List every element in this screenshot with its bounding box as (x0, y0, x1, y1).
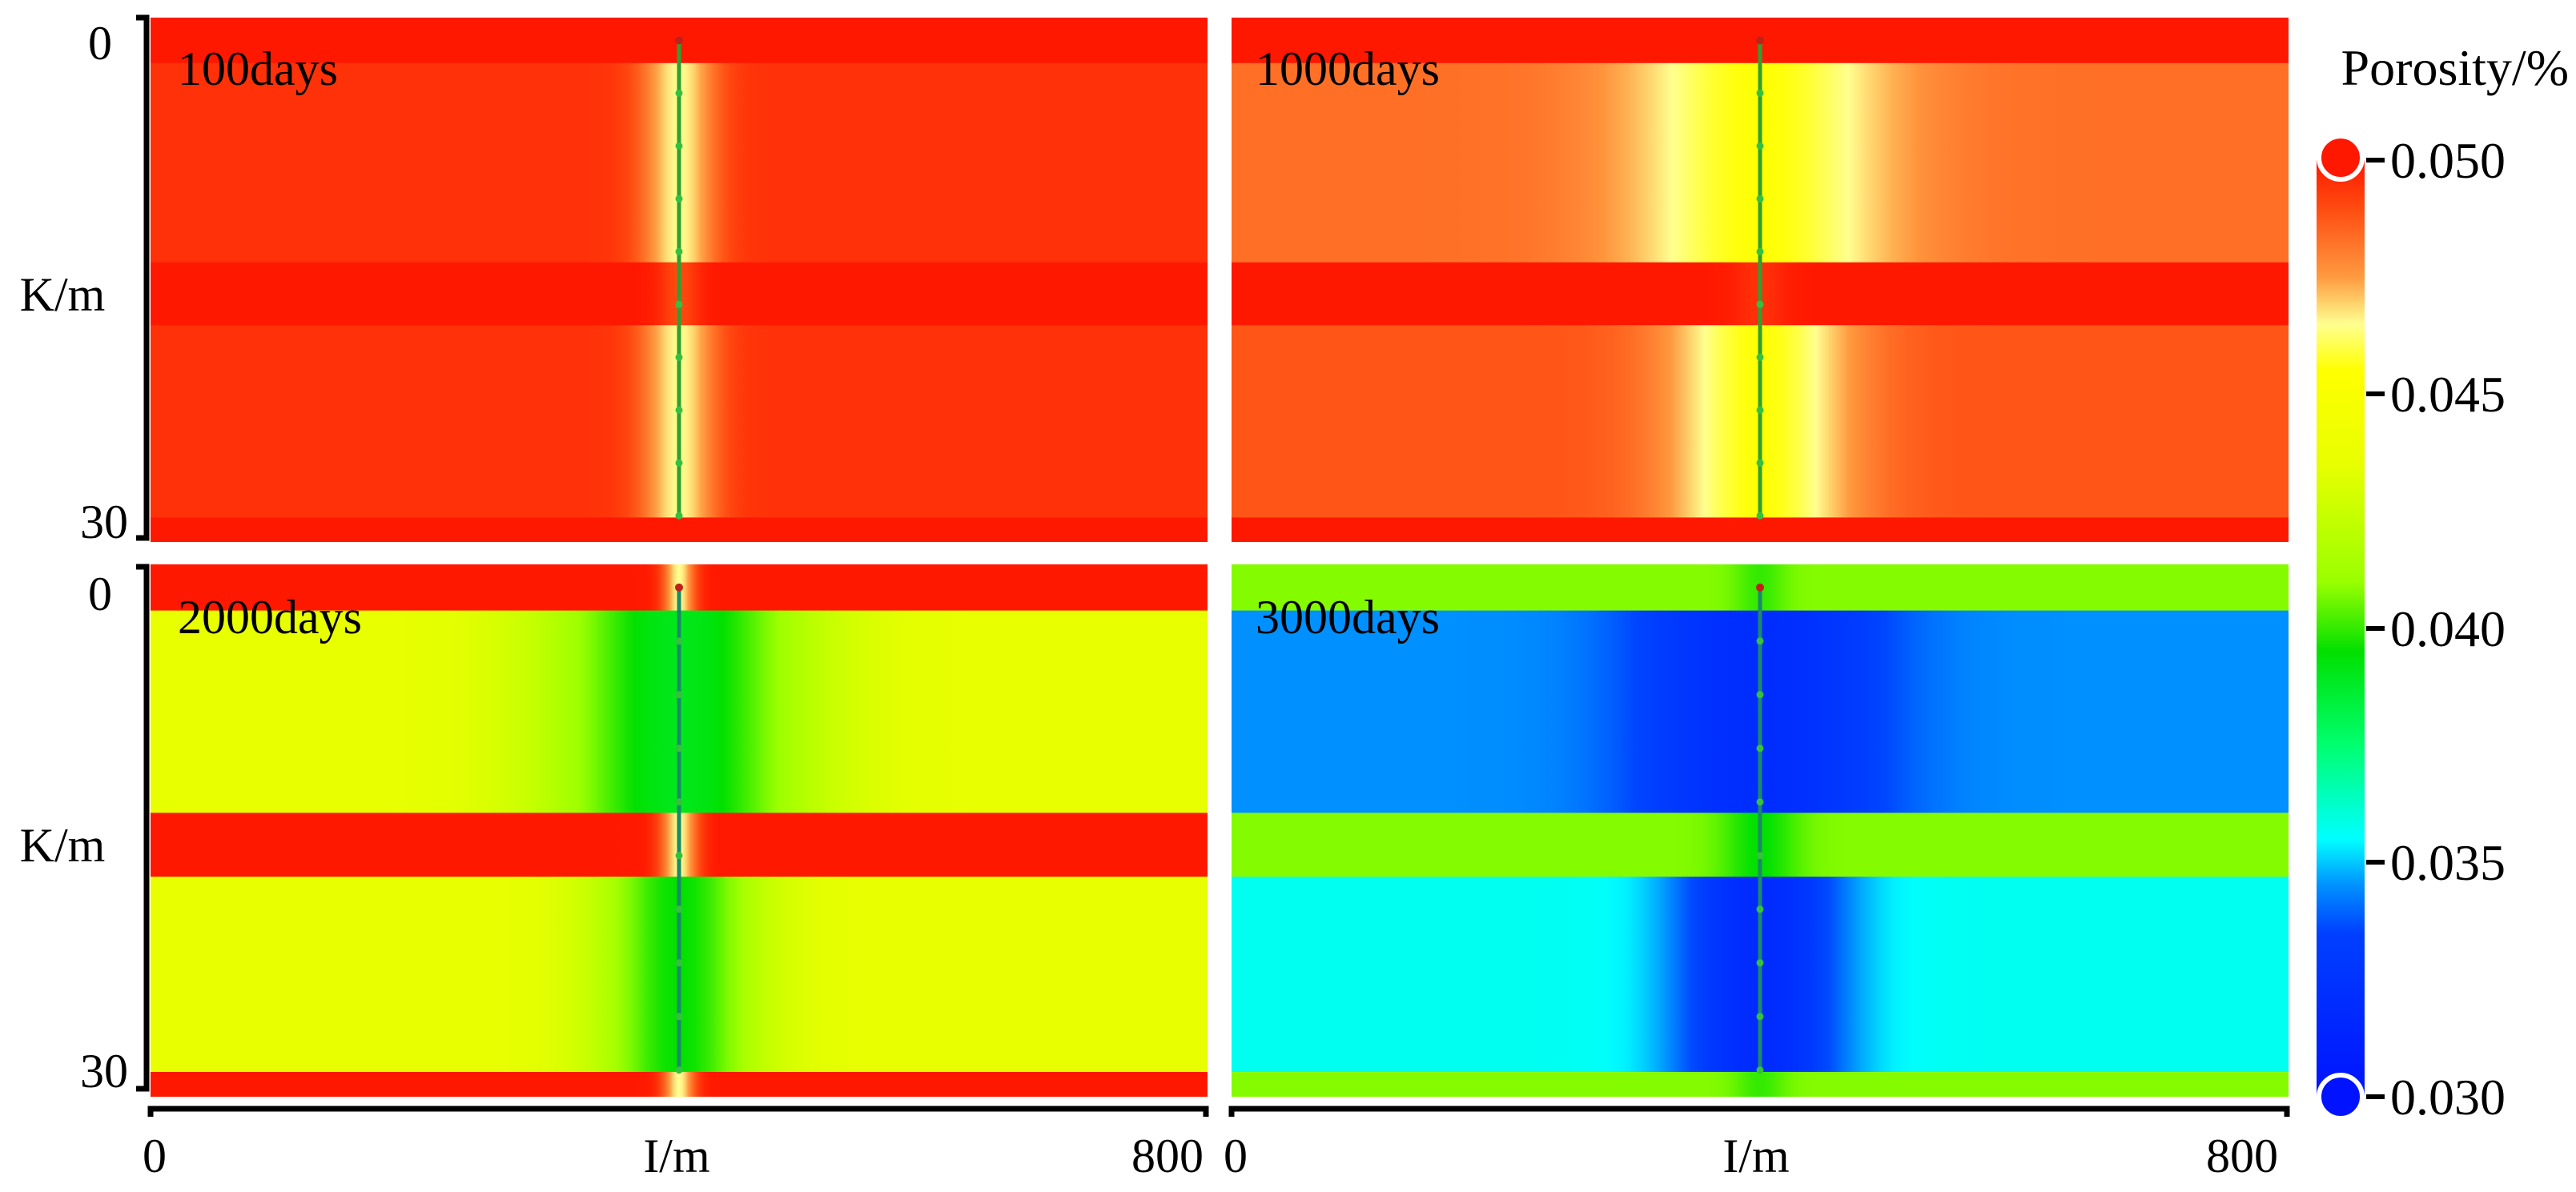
k-axis-label: K/m (20, 819, 106, 872)
heatmap-layer (1232, 1071, 2289, 1097)
well-perforation-marker (675, 905, 683, 913)
well-perforation-marker (1756, 300, 1764, 308)
well-perforation-marker (1756, 142, 1764, 150)
well-perforation-marker (1756, 744, 1764, 753)
well-perforation-marker (1756, 195, 1764, 203)
colorbar-tick-label: 0.030 (2390, 1069, 2506, 1126)
colorbar-tick-label: 0.045 (2390, 366, 2506, 423)
k-axis-label: K/m (20, 268, 106, 321)
well-perforation-marker (1756, 691, 1764, 699)
colorbar: Porosity/% 0.050 0.045 0.040 0.035 (2317, 39, 2569, 1126)
well-perforation-marker (675, 459, 683, 467)
k-tick-30: 30 (80, 496, 128, 548)
well-marker (675, 583, 683, 1074)
k-tick-0: 0 (88, 568, 112, 620)
well-head-marker (675, 583, 683, 592)
well-perforation-marker (1756, 247, 1764, 255)
heatmap-layer (151, 1071, 1208, 1097)
well-perforation-marker (1756, 798, 1764, 806)
colorbar-ticks: 0.050 0.045 0.040 0.035 0.030 (2366, 132, 2506, 1126)
panel-100days (151, 18, 1208, 542)
well-perforation-marker (1756, 459, 1764, 467)
heatmap-layer (151, 517, 1208, 542)
well-perforation-marker (1756, 852, 1764, 860)
colorbar-tick-label: 0.035 (2390, 834, 2506, 891)
well-perforation-marker (675, 637, 683, 645)
i-tick-800: 800 (1131, 1130, 1204, 1182)
colorbar-tick: 0.030 (2366, 1069, 2506, 1126)
k-axis-bracket (136, 14, 150, 541)
well-marker (1756, 583, 1764, 1074)
well-marker (675, 36, 683, 520)
well-perforation-marker (675, 406, 683, 414)
panel-title-2000days: 2000days (178, 591, 362, 644)
well-perforation-marker (1756, 959, 1764, 967)
colorbar-tick: 0.035 (2366, 834, 2506, 891)
i-axis-label: I/m (643, 1130, 709, 1182)
colorbar-gradient-bar (2317, 160, 2365, 1097)
well-perforation-marker (1756, 353, 1764, 361)
well-marker (1756, 36, 1764, 520)
k-axis-bottom: 0 K/m 30 (20, 564, 150, 1098)
i-axis-right: 0 I/m 800 (1224, 1106, 2290, 1182)
i-axis-label: I/m (1722, 1130, 1789, 1182)
well-perforation-marker (675, 300, 683, 308)
well-head-marker (1756, 36, 1764, 45)
colorbar-title: Porosity/% (2341, 39, 2569, 96)
well-perforation-marker (675, 247, 683, 255)
i-tick-0: 0 (143, 1130, 167, 1182)
i-tick-800: 800 (2206, 1130, 2278, 1182)
colorbar-tick-label: 0.040 (2390, 600, 2506, 657)
well-perforation-marker (675, 512, 683, 520)
heatmap-layer (1232, 517, 2289, 542)
colorbar-tick: 0.050 (2366, 132, 2506, 189)
well-perforation-marker (1756, 1013, 1764, 1021)
well-perforation-marker (1756, 89, 1764, 97)
i-axis-bracket (147, 1106, 1209, 1117)
panel-title-100days: 100days (178, 42, 338, 95)
colorbar-max-cap (2317, 134, 2365, 182)
colorbar-min-cap (2317, 1073, 2365, 1121)
well-perforation-marker (675, 195, 683, 203)
well-perforation-marker (1756, 406, 1764, 414)
well-perforation-marker (675, 852, 683, 860)
i-tick-0: 0 (1224, 1130, 1248, 1182)
k-axis-top: 0 K/m 30 (20, 14, 150, 548)
i-axis-bracket (1228, 1106, 2290, 1117)
colorbar-tick: 0.040 (2366, 600, 2506, 657)
well-perforation-marker (1756, 905, 1764, 913)
well-perforation-marker (675, 798, 683, 806)
well-perforation-marker (675, 1066, 683, 1074)
k-tick-0: 0 (88, 17, 112, 70)
i-axis-left: 0 I/m 800 (143, 1106, 1209, 1182)
well-perforation-marker (675, 691, 683, 699)
well-perforation-marker (675, 142, 683, 150)
panel-3000days (1232, 564, 2289, 1097)
panel-2000days (151, 564, 1208, 1097)
panel-title-1000days: 1000days (1256, 42, 1440, 95)
well-perforation-marker (1756, 637, 1764, 645)
well-perforation-marker (675, 1013, 683, 1021)
colorbar-tick-label: 0.050 (2390, 132, 2506, 189)
colorbar-tick: 0.045 (2366, 366, 2506, 423)
well-perforation-marker (675, 353, 683, 361)
well-perforation-marker (675, 744, 683, 753)
k-tick-30: 30 (80, 1045, 128, 1098)
k-axis-bracket (136, 564, 150, 1092)
well-perforation-marker (1756, 1066, 1764, 1074)
well-head-marker (675, 36, 683, 45)
well-perforation-marker (675, 959, 683, 967)
panel-title-3000days: 3000days (1256, 591, 1440, 644)
well-perforation-marker (1756, 512, 1764, 520)
well-head-marker (1756, 583, 1764, 592)
well-perforation-marker (675, 89, 683, 97)
panel-1000days (1232, 18, 2289, 542)
